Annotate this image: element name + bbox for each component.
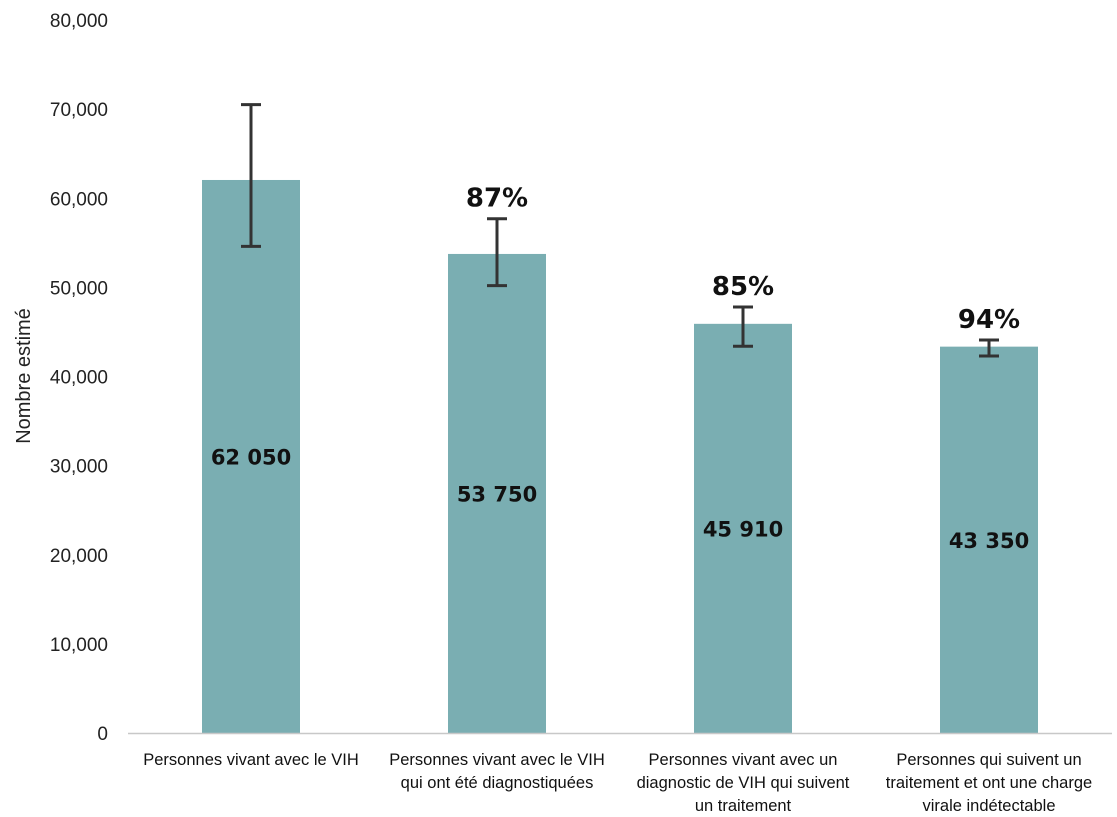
y-tick-label: 50,000 (50, 278, 108, 299)
bar (448, 253, 546, 733)
percent-labels: 87% 85% 94% (466, 184, 1020, 335)
bar (940, 346, 1038, 733)
y-tick-label: 70,000 (50, 100, 108, 121)
category-label-line: un traitement (695, 797, 792, 815)
bar (694, 323, 792, 733)
bar-value-label: 43 350 (949, 529, 1029, 553)
category-label: Personnes vivant avec le VIH qui ont été … (389, 751, 605, 792)
category-label-line: Personnes vivant avec le VIH (389, 751, 605, 769)
category-label-line: virale indétectable (923, 797, 1056, 815)
y-tick-label: 40,000 (50, 368, 108, 389)
category-label-line: diagnostic de VIH qui suivent (637, 774, 850, 792)
bar (202, 179, 300, 733)
category-labels: Personnes vivant avec le VIH Personnes vi… (143, 751, 1092, 815)
y-axis-ticks: 0 10,000 20,000 30,000 40,000 50,000 60,000 70,… (50, 11, 108, 745)
category-label-line: qui ont été diagnostiquées (401, 774, 594, 792)
bar-value-label: 45 910 (703, 517, 783, 541)
bars (202, 179, 1038, 733)
category-label: Personnes qui suivent un traitement et on… (886, 751, 1092, 815)
category-label-line: Personnes qui suivent un (896, 751, 1081, 769)
percent-label: 85% (712, 272, 774, 302)
y-tick-label: 30,000 (50, 457, 108, 478)
bar-value-label: 62 050 (211, 445, 291, 469)
percent-label: 94% (958, 305, 1020, 335)
y-axis-label: Nombre estimé (13, 308, 35, 444)
y-tick-label: 10,000 (50, 635, 108, 656)
percent-label: 87% (466, 184, 528, 214)
category-label: Personnes vivant avec le VIH (143, 751, 359, 769)
y-tick-label: 60,000 (50, 189, 108, 210)
y-tick-label: 80,000 (50, 11, 108, 32)
category-label-line: Personnes vivant avec un (649, 751, 838, 769)
error-bars (241, 103, 999, 358)
value-labels: 62 050 53 750 45 910 43 350 (211, 445, 1029, 552)
bar-value-label: 53 750 (457, 482, 537, 506)
y-tick-label: 0 (97, 724, 108, 745)
category-label-line: traitement et ont une charge (886, 774, 1092, 792)
category-label: Personnes vivant avec un diagnostic de VI… (637, 751, 850, 815)
category-label-line: Personnes vivant avec le VIH (143, 751, 359, 769)
y-tick-label: 20,000 (50, 546, 108, 567)
